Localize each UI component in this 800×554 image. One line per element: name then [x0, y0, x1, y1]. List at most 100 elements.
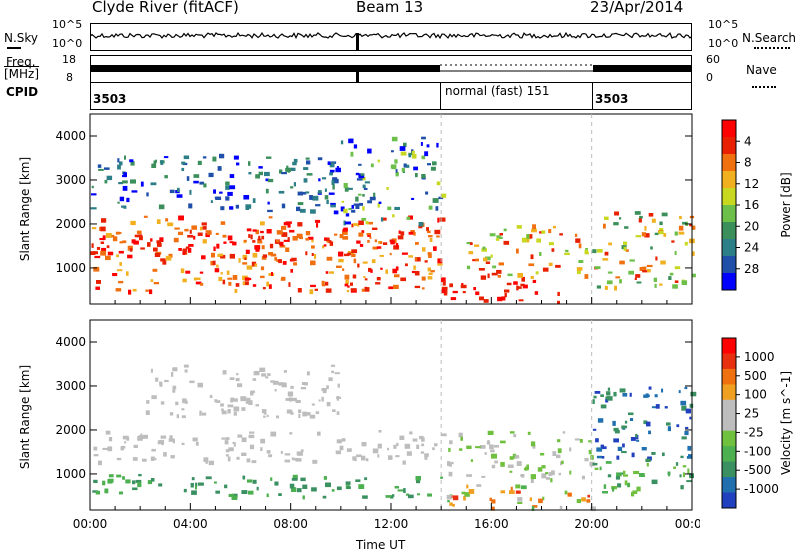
range-cell	[283, 370, 287, 373]
range-cell	[372, 246, 379, 250]
range-cell	[291, 478, 298, 481]
range-cell	[448, 471, 453, 477]
range-cell	[401, 167, 405, 172]
range-cell	[492, 265, 497, 269]
range-cell	[117, 201, 120, 204]
range-cell	[355, 196, 359, 202]
range-cell	[92, 490, 99, 493]
range-cell	[531, 228, 537, 233]
range-cell	[399, 435, 405, 440]
range-cell	[449, 283, 453, 288]
range-cell	[595, 438, 599, 443]
range-cell	[356, 240, 361, 244]
range-cell	[317, 431, 321, 436]
range-cell	[551, 470, 555, 476]
range-cell	[295, 400, 301, 403]
range-cell	[272, 380, 279, 385]
range-cell	[424, 151, 429, 157]
range-cell	[447, 500, 450, 503]
range-cell	[243, 239, 247, 243]
range-cell	[557, 439, 561, 443]
colorbar-swatch	[722, 205, 736, 223]
range-cell	[229, 241, 234, 244]
range-cell	[666, 422, 671, 426]
range-cell	[682, 472, 685, 478]
range-cell	[165, 255, 172, 261]
range-cell	[690, 391, 697, 397]
range-cell	[391, 150, 394, 153]
range-cell	[229, 185, 236, 190]
range-cell	[540, 453, 545, 456]
range-cell	[429, 237, 433, 242]
range-cell	[427, 267, 431, 272]
range-cell	[601, 456, 605, 459]
range-cell	[504, 289, 510, 293]
colorbar-tick-label: 25	[744, 407, 759, 421]
range-cell	[343, 208, 348, 214]
range-cell	[576, 499, 581, 504]
range-cell	[436, 235, 440, 238]
range-cell	[356, 178, 363, 181]
range-cell	[448, 447, 451, 452]
range-cell	[250, 390, 255, 394]
colorbar-tick-label: 1000	[744, 350, 775, 364]
velocity-panel: 1000 2000 3000 4000 00:00 04:00 08:00 12:00 16:0…	[55, 319, 700, 531]
colorbar-swatch	[722, 384, 736, 401]
range-cell	[364, 181, 370, 184]
range-cell	[441, 433, 447, 437]
range-cell	[176, 414, 179, 419]
range-cell	[139, 235, 143, 241]
range-cell	[117, 164, 121, 170]
range-cell	[266, 450, 271, 454]
range-cell	[286, 165, 289, 169]
range-cell	[329, 241, 334, 246]
range-cell	[360, 177, 366, 181]
range-cell	[197, 382, 203, 388]
range-cell	[169, 189, 175, 194]
range-cell	[532, 224, 536, 230]
range-cell	[381, 217, 384, 222]
range-cell	[220, 254, 226, 259]
range-cell	[181, 167, 185, 171]
range-cell	[195, 281, 202, 285]
range-cell	[392, 268, 398, 274]
nsky-trace	[90, 31, 692, 51]
range-cell	[439, 217, 446, 222]
range-cell	[98, 168, 104, 171]
range-cell	[102, 235, 106, 241]
range-cell	[350, 151, 354, 157]
range-cell	[422, 247, 426, 252]
range-cell	[403, 488, 406, 493]
range-cell	[291, 457, 295, 461]
range-cell	[241, 407, 246, 411]
range-cell	[622, 393, 628, 397]
range-cell	[199, 271, 204, 274]
range-cell	[266, 229, 272, 234]
range-cell	[376, 246, 382, 249]
range-cell	[353, 144, 358, 149]
range-cell	[174, 227, 180, 230]
range-cell	[641, 447, 647, 451]
range-cell	[474, 244, 480, 247]
range-cell	[126, 271, 129, 276]
colorbar-swatch	[722, 461, 736, 478]
range-cell	[548, 472, 552, 477]
range-cell	[532, 505, 538, 508]
range-cell	[449, 440, 453, 445]
range-cell	[340, 140, 344, 145]
range-cell	[412, 438, 418, 442]
range-cell	[287, 222, 291, 228]
range-cell	[150, 458, 155, 461]
range-cell	[213, 246, 216, 252]
range-cell	[340, 206, 345, 212]
colorbar-label: Power [dB]	[779, 172, 793, 237]
range-cell	[351, 253, 356, 257]
range-cell	[283, 222, 289, 226]
range-cell	[401, 252, 408, 255]
range-cell	[236, 456, 240, 460]
range-cell	[97, 164, 102, 168]
range-cell	[156, 219, 161, 224]
range-cell	[509, 490, 515, 494]
range-cell	[594, 391, 601, 394]
range-cell	[687, 445, 692, 451]
